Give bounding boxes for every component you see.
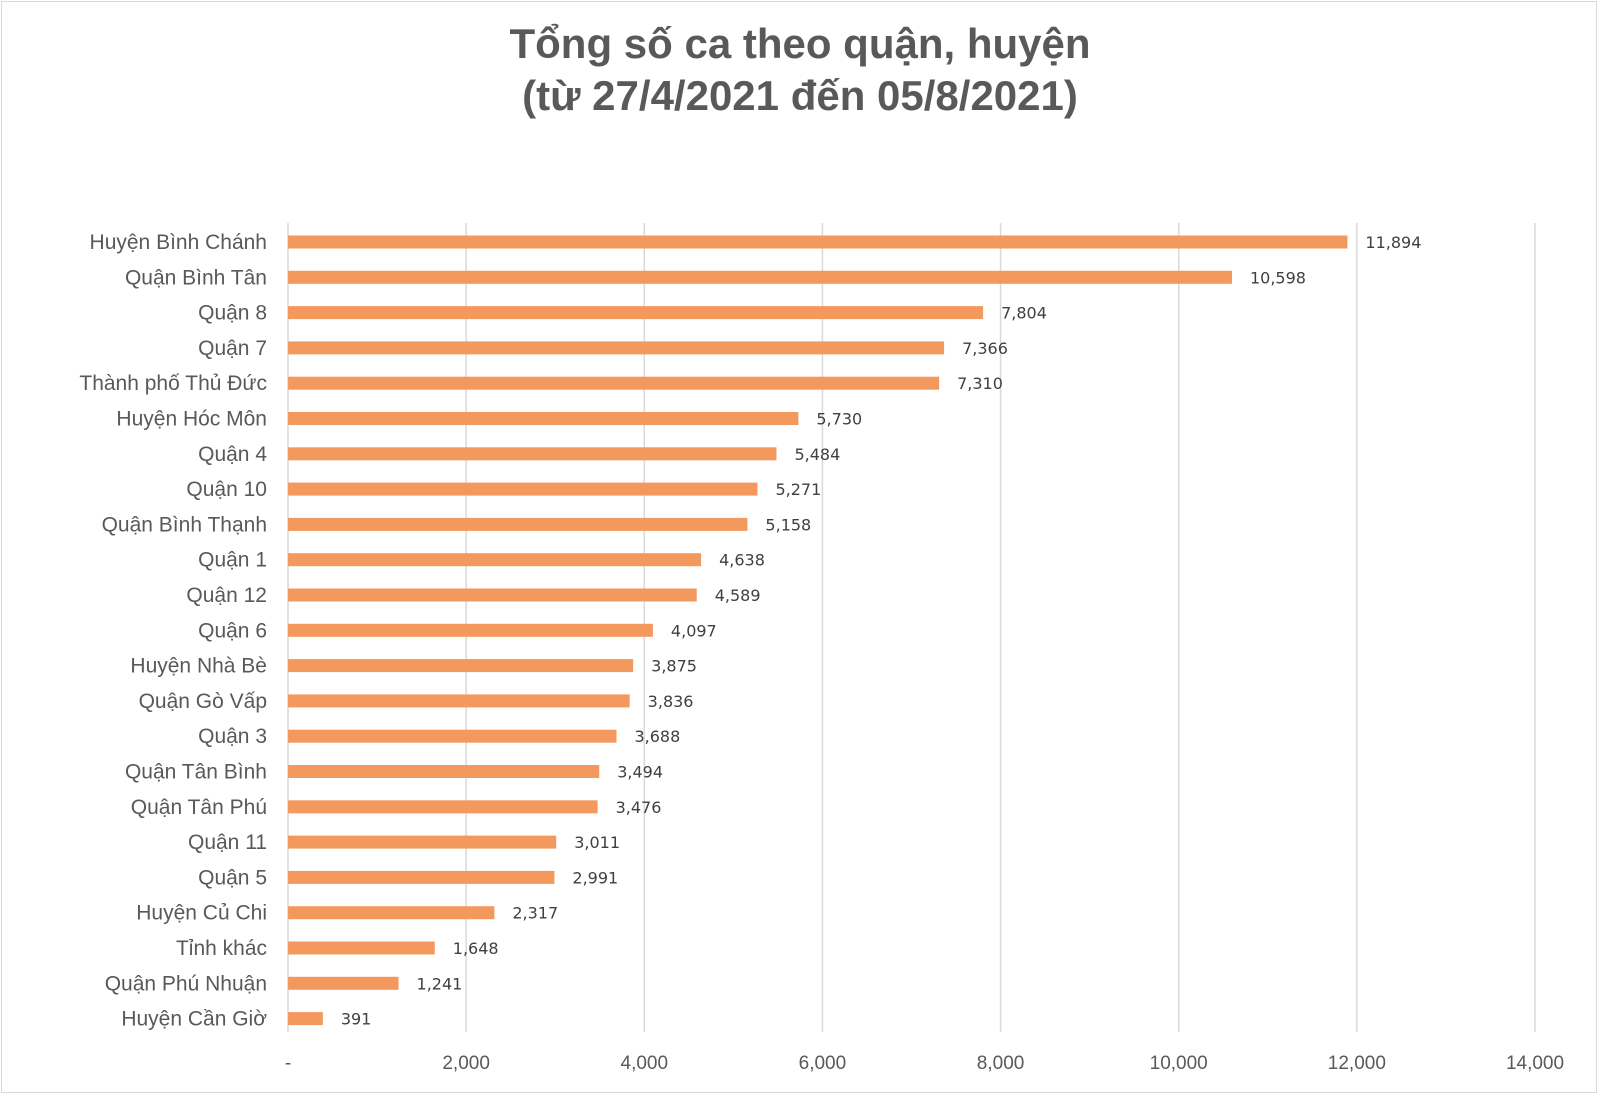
value-labels: 11,894 10,598 7,804 7,366 7,310 5,730 5,484 5,2…: [341, 233, 1422, 1029]
bar-18: [288, 870, 555, 884]
value-label-11: 4,097: [671, 621, 717, 640]
category-label-13: Quận Gò Vấp: [139, 690, 267, 713]
category-label-1: Quận Bình Tân: [125, 266, 267, 289]
x-tick-label-3: 6,000: [799, 1053, 847, 1074]
bar-9: [288, 553, 702, 567]
bars: [288, 235, 1348, 1026]
bar-21: [288, 976, 399, 990]
category-label-8: Quận Bình Thạnh: [102, 513, 267, 536]
bar-0: [288, 235, 1348, 249]
bar-22: [288, 1012, 323, 1026]
value-label-1: 10,598: [1250, 268, 1306, 287]
value-label-21: 1,241: [417, 974, 463, 993]
value-label-16: 3,476: [616, 798, 662, 817]
bar-4: [288, 376, 940, 390]
category-label-3: Quận 7: [198, 337, 267, 360]
x-tick-label-2: 4,000: [621, 1053, 669, 1074]
category-label-10: Quận 12: [186, 584, 267, 607]
value-label-15: 3,494: [617, 763, 663, 782]
category-label-19: Huyện Củ Chi: [136, 902, 267, 925]
category-label-7: Quận 10: [186, 478, 267, 501]
value-label-22: 391: [341, 1010, 372, 1029]
bar-20: [288, 941, 435, 955]
value-label-17: 3,011: [574, 833, 620, 852]
bar-11: [288, 623, 653, 637]
category-label-14: Quận 3: [198, 725, 267, 748]
bar-1: [288, 270, 1232, 284]
bar-17: [288, 835, 557, 849]
category-label-9: Quận 1: [198, 549, 267, 572]
value-label-8: 5,158: [765, 515, 811, 534]
x-axis-ticks: - 2,000 4,000 6,000 8,000 10,000 12,000 14,000: [285, 1053, 1564, 1074]
bar-14: [288, 729, 617, 743]
value-label-19: 2,317: [512, 904, 558, 923]
bar-16: [288, 800, 598, 814]
x-tick-label-4: 8,000: [977, 1053, 1025, 1074]
category-label-18: Quận 5: [198, 866, 267, 889]
category-label-4: Thành phố Thủ Đức: [79, 372, 267, 395]
x-tick-label-1: 2,000: [442, 1053, 490, 1074]
bar-12: [288, 659, 634, 673]
bar-10: [288, 588, 697, 602]
category-label-21: Quận Phú Nhuận: [105, 972, 267, 995]
bar-19: [288, 906, 495, 920]
chart-title-line2: (từ 27/4/2021 đến 05/8/2021): [522, 72, 1078, 119]
value-label-2: 7,804: [1001, 304, 1047, 323]
category-label-15: Quận Tân Bình: [125, 761, 267, 784]
value-label-4: 7,310: [957, 374, 1003, 393]
x-tick-label-5: 10,000: [1150, 1053, 1208, 1074]
value-label-7: 5,271: [775, 480, 821, 499]
category-label-6: Quận 4: [198, 443, 267, 466]
category-label-17: Quận 11: [188, 831, 267, 854]
value-label-10: 4,589: [715, 586, 761, 605]
category-label-12: Huyện Nhà Bè: [130, 655, 267, 678]
category-label-11: Quận 6: [198, 619, 267, 642]
value-label-14: 3,688: [634, 727, 680, 746]
category-label-2: Quận 8: [198, 302, 267, 325]
value-label-18: 2,991: [572, 868, 618, 887]
chart-title-line1: Tổng số ca theo quận, huyện: [509, 20, 1091, 67]
bar-7: [288, 482, 758, 496]
value-label-9: 4,638: [719, 551, 765, 570]
bar-3: [288, 341, 945, 355]
x-tick-label-0: -: [285, 1053, 291, 1074]
bar-5: [288, 412, 799, 425]
bar-8: [288, 517, 748, 531]
x-tick-label-7: 14,000: [1506, 1053, 1564, 1074]
category-label-20: Tỉnh khác: [176, 937, 267, 960]
bar-15: [288, 765, 600, 778]
bar-13: [288, 694, 630, 708]
x-tick-label-6: 12,000: [1328, 1053, 1386, 1074]
category-label-22: Huyện Cần Giờ: [121, 1008, 267, 1031]
value-label-12: 3,875: [651, 657, 697, 676]
value-label-0: 11,894: [1365, 233, 1421, 252]
bar-6: [288, 447, 777, 461]
bar-2: [288, 306, 984, 320]
category-labels: Huyện Bình Chánh Quận Bình Tân Quận 8 Quận …: [79, 231, 267, 1031]
value-label-3: 7,366: [962, 339, 1008, 358]
category-label-5: Huyện Hóc Môn: [116, 408, 267, 431]
category-label-16: Quận Tân Phú: [131, 796, 267, 819]
value-label-20: 1,648: [453, 939, 499, 958]
value-label-13: 3,836: [648, 692, 694, 711]
category-label-0: Huyện Bình Chánh: [90, 231, 267, 254]
value-label-5: 5,730: [816, 410, 862, 429]
chart-title: Tổng số ca theo quận, huyện (từ 27/4/202…: [0, 18, 1600, 122]
value-label-6: 5,484: [794, 445, 840, 464]
